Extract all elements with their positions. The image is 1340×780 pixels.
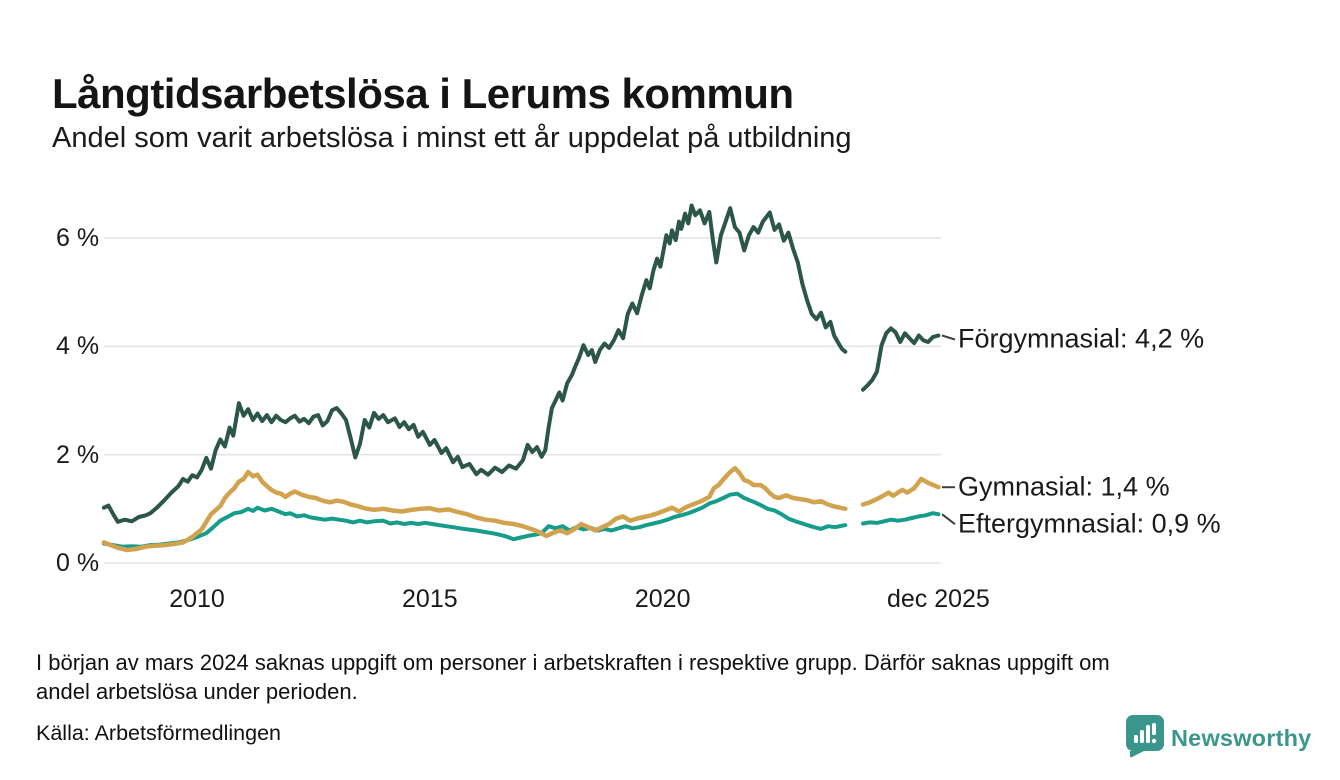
series-end-label-gymnasial: Gymnasial: 1,4 % [958,471,1170,502]
series-line-förgymnasial-0 [101,203,848,524]
newsworthy-logo-icon [1126,714,1164,763]
series-line-eftergymnasial-1 [861,511,941,526]
series-line-eftergymnasial-0 [101,491,848,549]
label-connector-eftergymnasial [941,513,956,525]
y-axis-label-2pct: 2 % [56,440,100,469]
y-axis-label-6pct: 6 % [56,223,100,252]
y-axis-label-0pct: 0 % [56,549,100,577]
series-end-label-förgymnasial: Förgymnasial: 4,2 % [958,323,1205,354]
page-title: Långtidsarbetslösa i Lerums kommun [52,70,794,118]
series-end-label-eftergymnasial: Eftergymnasial: 0,9 % [958,508,1221,539]
x-axis-label-2015: 2015 [402,585,458,613]
label-connector-förgymnasial [941,334,956,341]
series-line-gymnasial-1 [860,476,941,507]
newsworthy-logo[interactable]: Newsworthy [1126,714,1311,763]
page-subtitle: Andel som varit arbetslösa i minst ett å… [52,122,852,154]
y-axis-label-4pct: 4 % [56,332,100,361]
x-axis-label-2020: 2020 [634,585,691,613]
series-line-förgymnasial-1 [861,326,941,392]
footnote-line-1: I början av mars 2024 saknas uppgift om … [36,650,1110,675]
x-axis-label-2010: 2010 [169,585,225,613]
source-text: Källa: Arbetsförmedlingen [36,721,282,745]
newsworthy-logo-text: Newsworthy [1171,725,1312,751]
series-line-gymnasial-0 [101,465,848,553]
footnote-line-2: andel arbetslösa under perioden. [36,678,358,704]
chart-footnote: I början av mars 2024 saknas uppgift om … [36,649,1110,706]
x-axis-label-dec-2025: dec 2025 [886,585,990,613]
